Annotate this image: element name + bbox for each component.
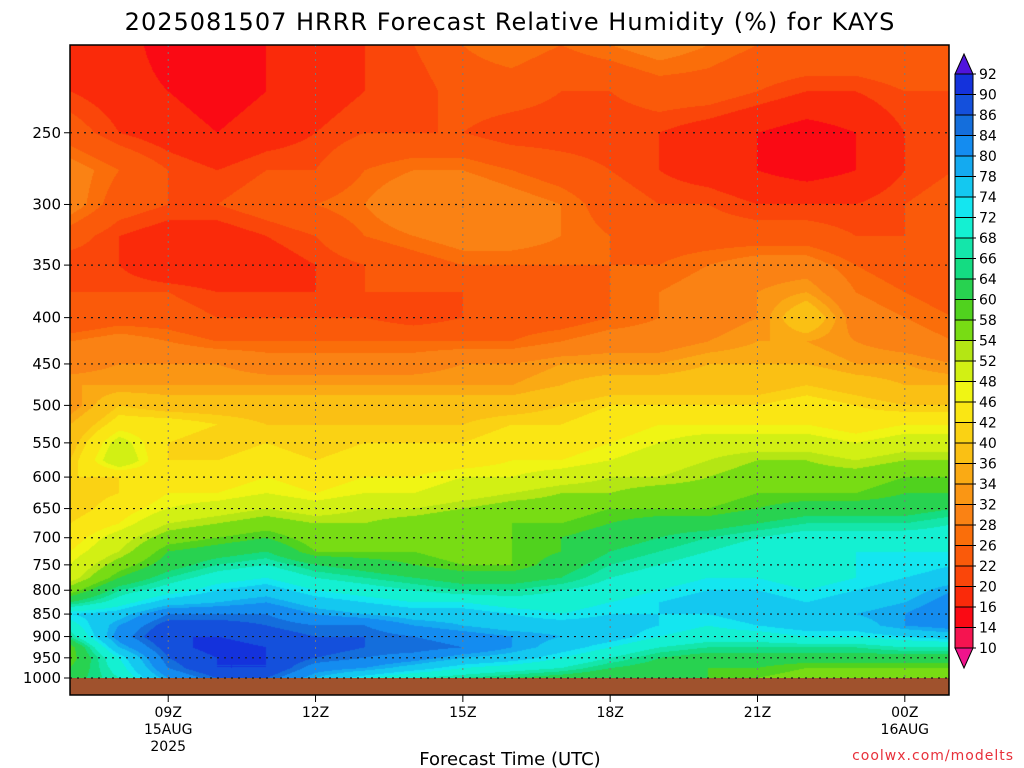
x-tick-label: 21Z	[744, 705, 771, 721]
colorbar-label: 60	[979, 293, 997, 309]
x-tick-label: 00Z	[891, 705, 918, 721]
colorbar-band	[955, 402, 973, 423]
colorbar-band	[955, 340, 973, 362]
plot-frame	[69, 44, 950, 696]
credit-text: coolwx.com/modelts	[852, 748, 1014, 764]
colorbar-label: 80	[979, 149, 997, 165]
chart-title: 2025081507 HRRR Forecast Relative Humidi…	[125, 8, 896, 36]
colorbar-band	[955, 176, 973, 198]
y-tick-label: 450	[32, 355, 61, 373]
colorbar-label: 64	[979, 272, 997, 288]
colorbar-band	[955, 361, 973, 382]
colorbar-label: 34	[979, 477, 997, 493]
y-tick-label: 850	[32, 605, 61, 623]
colorbar-label: 52	[979, 354, 997, 370]
colorbar-band	[955, 525, 973, 546]
colorbar-label: 16	[979, 600, 997, 616]
colorbar-band	[955, 422, 973, 444]
y-tick-label: 550	[32, 434, 61, 452]
colorbar-band	[955, 135, 973, 157]
colorbar-band	[955, 217, 973, 239]
colorbar-label: 78	[979, 170, 997, 186]
y-tick-label: 650	[32, 500, 61, 518]
colorbar-band	[955, 463, 973, 485]
colorbar-label: 42	[979, 416, 997, 432]
x-tick-label: 18Z	[596, 705, 623, 721]
x-tick-label: 16AUG	[881, 722, 930, 738]
colorbar-label: 92	[979, 67, 997, 83]
y-tick-label: 400	[32, 309, 61, 327]
colorbar-label: 72	[979, 211, 997, 227]
colorbar-band	[955, 443, 973, 464]
colorbar-band	[955, 484, 973, 505]
ground-layer	[70, 678, 949, 695]
colorbar-label: 58	[979, 313, 997, 329]
colorbar-label: 74	[979, 190, 997, 206]
x-tick-label: 09Z	[155, 705, 182, 721]
x-tick-label: 2025	[150, 739, 186, 755]
colorbar-band	[955, 279, 973, 300]
x-tick-label: 15AUG	[144, 722, 193, 738]
colorbar-band	[955, 586, 973, 608]
colorbar-band	[955, 545, 973, 567]
y-tick-label: 950	[32, 649, 61, 667]
colorbar-band	[955, 115, 973, 136]
colorbar-labels: 10 14 16 20 22 26 28 32 34 36 40 42 46 48 52 54 58 60 64 66…	[955, 67, 997, 657]
colorbar-band	[955, 566, 973, 587]
y-axis-ticks: 250 300 350 400 450 500 550 600 650 700 750 800 850 9…	[23, 124, 70, 687]
y-tick-label: 700	[32, 529, 61, 547]
y-tick-label: 350	[32, 256, 61, 274]
colorbar-label: 66	[979, 252, 997, 268]
colorbar-label: 86	[979, 108, 997, 124]
colorbar-band	[955, 627, 973, 649]
colorbar-band	[955, 607, 973, 628]
x-axis-label: Forecast Time (UTC)	[419, 749, 600, 768]
y-tick-label: 1000	[23, 669, 61, 687]
y-tick-label: 600	[32, 468, 61, 486]
colorbar-band	[955, 197, 973, 218]
x-tick-label: 12Z	[302, 705, 329, 721]
colorbar-label: 36	[979, 457, 997, 473]
y-tick-label: 250	[32, 124, 61, 142]
colorbar-label: 26	[979, 539, 997, 555]
colorbar-label: 84	[979, 129, 997, 145]
colorbar-band	[955, 504, 973, 526]
colorbar-label: 54	[979, 334, 997, 350]
ground-fill	[70, 678, 949, 695]
colorbar-label: 14	[979, 621, 997, 637]
colorbar-label: 20	[979, 580, 997, 596]
colorbar-band	[955, 381, 973, 403]
colorbar-label: 40	[979, 436, 997, 452]
colorbar-label: 90	[979, 88, 997, 104]
colorbar-label: 10	[979, 641, 997, 657]
y-tick-label: 500	[32, 396, 61, 414]
x-tick-label: 15Z	[449, 705, 476, 721]
colorbar-band	[955, 74, 973, 95]
y-tick-label: 800	[32, 581, 61, 599]
colorbar-label: 48	[979, 375, 997, 391]
humidity-field	[70, 45, 949, 695]
y-tick-label: 900	[32, 628, 61, 646]
y-tick-label: 750	[32, 556, 61, 574]
y-tick-label: 300	[32, 195, 61, 213]
colorbar-band	[955, 299, 973, 321]
colorbar-label: 68	[979, 231, 997, 247]
colorbar-label: 46	[979, 395, 997, 411]
grid-lines	[70, 45, 949, 679]
colorbar-band	[955, 258, 973, 280]
colorbar-band	[955, 238, 973, 259]
colorbar-band	[955, 94, 973, 116]
colorbar-label: 22	[979, 559, 997, 575]
colorbar-band	[955, 156, 973, 177]
colorbar-label: 28	[979, 518, 997, 534]
colorbar-label: 32	[979, 498, 997, 514]
colorbar-band	[955, 320, 973, 341]
